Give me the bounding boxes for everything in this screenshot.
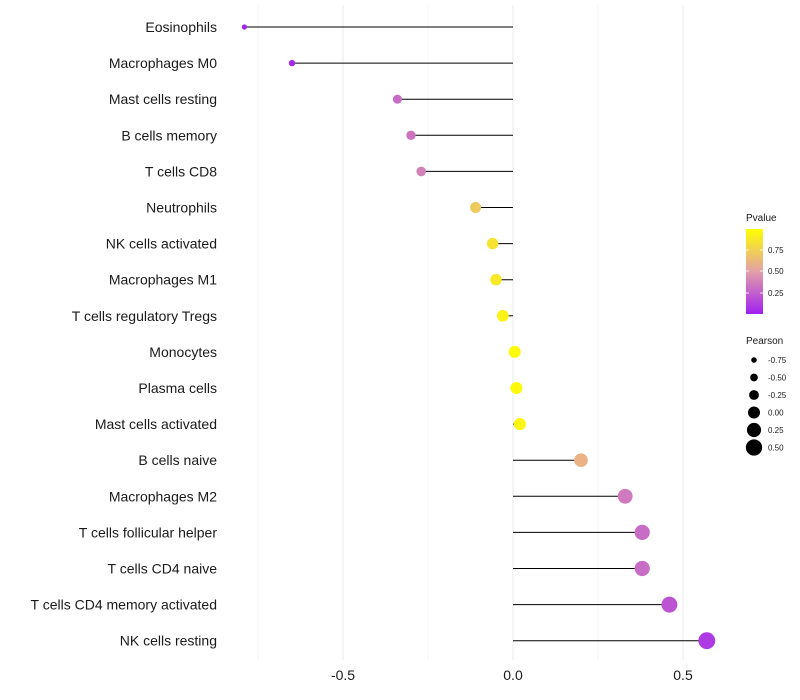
category-label: Eosinophils xyxy=(145,19,217,35)
category-label: T cells CD8 xyxy=(145,163,217,179)
pearson-legend-dot xyxy=(751,357,757,363)
pearson-legend-label: -0.50 xyxy=(768,374,787,383)
pearson-legend-label: 0.50 xyxy=(768,444,784,453)
lollipop-point xyxy=(470,201,482,214)
category-label: Plasma cells xyxy=(138,380,217,396)
pearson-legend-dot xyxy=(750,373,758,382)
x-axis-ticks: -0.5 0.0 0.5 xyxy=(331,667,693,683)
lollipop-point xyxy=(490,273,502,286)
x-tick-label: 0.0 xyxy=(503,667,523,683)
category-labels: Eosinophils Macrophages M0 Mast cells rest… xyxy=(31,19,218,649)
pvalue-legend-tick: 0.25 xyxy=(768,289,784,298)
category-label: Macrophages M0 xyxy=(109,55,217,71)
lollipop-point xyxy=(510,381,523,395)
lollipop-point xyxy=(406,130,416,141)
category-label: T cells CD4 naive xyxy=(108,561,218,577)
lollipop-point xyxy=(634,524,650,541)
lollipop-point xyxy=(513,418,526,431)
category-label: T cells regulatory Tregs xyxy=(72,308,217,324)
pearson-legend-label: -0.75 xyxy=(768,356,787,365)
category-label: Macrophages M1 xyxy=(109,272,217,288)
pearson-legend-title: Pearson xyxy=(746,336,783,347)
lollipop-point xyxy=(574,453,588,468)
category-label: NK cells activated xyxy=(106,236,217,252)
lollipop-point xyxy=(416,166,427,177)
category-label: T cells follicular helper xyxy=(79,524,218,540)
x-tick-label: -0.5 xyxy=(331,667,355,683)
pvalue-legend-tick: 0.75 xyxy=(768,246,784,255)
category-label: B cells naive xyxy=(138,452,217,468)
lollipop-stems xyxy=(244,26,707,642)
lollipop-point xyxy=(508,345,521,358)
lollipop-points xyxy=(241,24,716,650)
pearson-legend-label: 0.00 xyxy=(768,409,784,418)
category-label: Neutrophils xyxy=(146,200,217,216)
lollipop-point xyxy=(617,488,633,504)
pvalue-legend-title: Pvalue xyxy=(746,213,777,224)
pearson-legend-dot xyxy=(748,406,760,419)
lollipop-point xyxy=(634,560,650,577)
pearson-legend-dot xyxy=(746,422,762,438)
pearson-legend-label: 0.25 xyxy=(768,426,784,435)
lollipop-point xyxy=(392,94,402,104)
pvalue-legend: Pvalue 0.75 0.50 0.25 xyxy=(746,213,784,314)
category-label: Macrophages M2 xyxy=(109,488,217,504)
lollipop-point xyxy=(486,237,499,250)
category-label: Monocytes xyxy=(149,344,217,360)
lollipop-point xyxy=(496,309,509,322)
category-label: B cells memory xyxy=(121,127,217,143)
x-tick-label: 0.5 xyxy=(673,667,693,683)
lollipop-point xyxy=(241,24,247,30)
lollipop-point xyxy=(698,632,716,650)
grid-lines xyxy=(257,5,684,660)
pvalue-colorbar xyxy=(746,229,763,314)
pearson-legend: Pearson -0.75 -0.50 -0.25 0.00 0.25 0.50 xyxy=(745,336,787,456)
pearson-legend-dot xyxy=(745,439,763,456)
category-label: Mast cells resting xyxy=(109,91,217,107)
pearson-legend-label: -0.25 xyxy=(768,391,787,400)
lollipop-point xyxy=(661,596,678,613)
category-label: NK cells resting xyxy=(120,633,217,649)
pvalue-legend-tick: 0.50 xyxy=(768,267,784,276)
category-label: Mast cells activated xyxy=(95,416,217,432)
category-label: T cells CD4 memory activated xyxy=(31,597,217,613)
pearson-legend-dot xyxy=(749,390,759,400)
lollipop-point xyxy=(288,59,296,67)
